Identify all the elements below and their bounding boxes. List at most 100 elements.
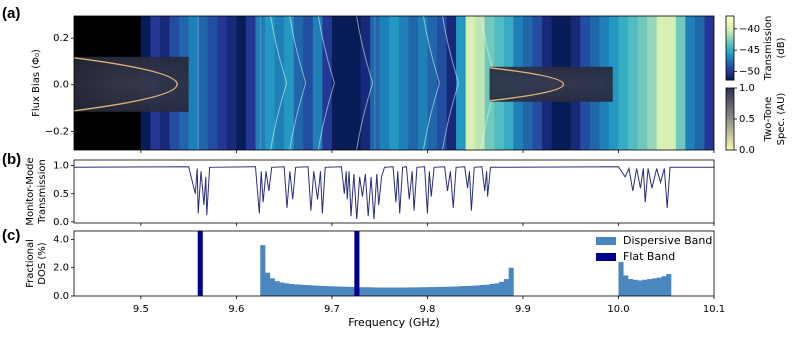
bar [279,282,285,296]
colorbar-frame [725,15,735,81]
bar [384,287,390,296]
heatmap-column [647,16,658,150]
bar [370,287,376,296]
colorbar-slice [726,64,734,67]
colorbar-tick-label: −50 [739,66,760,77]
y-tick-label: 2.0 [53,263,69,274]
colorbar-slice [726,35,734,38]
colorbar-slice [726,32,734,35]
avoided-crossing [422,16,440,150]
colorbar-tick-label: −40 [739,24,760,35]
bar [475,285,481,296]
colorbar-slice [726,75,734,78]
heatmap-column [284,16,295,150]
colorbar-slice [726,54,734,57]
heatmap-column [207,16,218,150]
bar [656,277,662,296]
heatmap-column [618,16,629,150]
colorbar-slice [726,52,734,55]
colorbar-tick-label: 1.0 [739,83,755,94]
colorbar-slice [726,38,734,41]
heatmap-column [331,16,342,150]
heatmap-column [341,16,352,150]
y-axis-label: Monitor-Mode [25,157,36,225]
axes-frame [73,230,715,297]
colorbar-slice [726,17,734,20]
colorbar-slice [726,67,734,70]
colorbar-slice [726,43,734,46]
bar [365,287,371,296]
heatmap-column [188,16,199,150]
bar [647,279,653,296]
x-axis-label: Frequency (GHz) [348,316,439,329]
heatmap-column [666,16,677,150]
bar [422,287,428,296]
y-axis-label: Transmission [37,159,48,225]
colorbar-tick-label: 0.0 [739,145,755,156]
heatmap-column [427,16,438,150]
panel-label: (b) [2,151,21,168]
bar [394,287,400,296]
panel-label: (c) [2,227,20,244]
heatmap-column [456,16,467,150]
legend-label: Dispersive Band [623,234,712,247]
bar [651,278,657,296]
heatmap-column [312,16,323,150]
bar [260,245,266,296]
colorbar-slice [726,16,734,19]
two-tone-region [489,66,613,102]
two-tone-arc [74,57,178,112]
bar [436,286,443,296]
y-tick-label: 0.5 [53,189,69,200]
plot-area [74,166,714,220]
two-tone-region [74,56,189,112]
x-tick-label: 9.9 [515,304,531,315]
bar [351,286,357,296]
bar [197,231,203,296]
bar [398,287,404,296]
heatmap-column [446,16,457,150]
colorbar-slice [726,51,734,54]
colorbar-label: (dB) [776,37,787,58]
colorbar-slice [726,46,734,49]
panel-label: (a) [2,5,20,22]
bar [432,287,438,296]
heatmap-column [704,16,714,150]
bar [331,286,337,296]
heatmap-column [408,16,419,150]
heatmap-column [398,16,409,150]
bar [666,274,672,296]
heatmap [74,16,714,150]
heatmap-column [217,16,228,150]
heatmap-column [675,16,686,150]
heatmap-column [293,16,304,150]
bar [413,287,419,296]
colorbar-slice [726,30,734,33]
heatmap-column [656,16,667,150]
two-tone-arc [489,67,564,102]
bar [284,283,290,296]
heatmap-column [226,16,237,150]
colorbar-slice [726,44,734,47]
x-tick-label: 9.6 [228,304,244,315]
bar [632,279,638,296]
bar [303,284,309,296]
colorbar-slice [726,25,734,28]
heatmap-column [465,16,476,150]
bar [479,284,486,296]
y-tick-label: 0.0 [53,80,69,91]
bar [451,286,457,296]
transmission-line [74,166,714,220]
colorbar-slice [726,76,734,79]
colorbar-label: Transmission [763,16,774,82]
heatmap-column [322,16,333,150]
bar [403,287,409,296]
colorbar-slice [726,70,734,73]
heatmap-column [436,16,447,150]
bar [446,286,452,296]
colorbar-slice [726,27,734,30]
legend-swatch [596,237,616,245]
bar [389,287,395,296]
colorbar-slice [726,49,734,52]
colorbar-slice [726,19,734,22]
